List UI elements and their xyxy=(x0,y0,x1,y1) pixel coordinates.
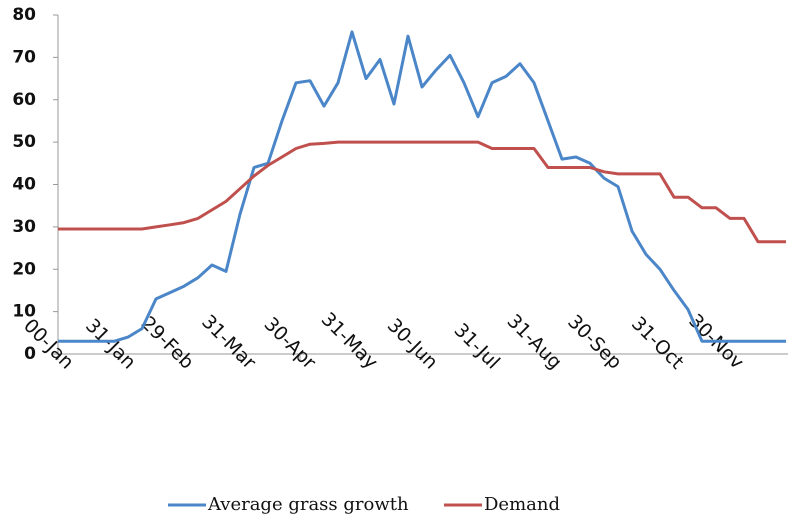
y-tick-label: 80 xyxy=(12,5,36,25)
data-line xyxy=(58,140,786,244)
y-tick-label: 40 xyxy=(12,175,36,195)
y-tick-label: 70 xyxy=(12,47,36,67)
x-tick-label: 31-Mar xyxy=(197,311,260,374)
legend-label: Average grass growth xyxy=(207,494,409,515)
y-tick-label: 20 xyxy=(12,259,36,279)
x-tick-label: 30-Jun xyxy=(383,314,442,373)
legend-label: Demand xyxy=(484,494,560,515)
y-tick-label: 50 xyxy=(12,132,36,152)
y-tick-label: 30 xyxy=(12,217,36,237)
x-tick-label: 30-Apr xyxy=(260,313,321,374)
y-tick-label: 60 xyxy=(12,90,36,110)
x-tick-label: 31-Jul xyxy=(450,319,504,373)
y-tick-label: 10 xyxy=(12,302,36,322)
y-tick-label: 0 xyxy=(24,344,36,364)
x-tick-label: 31-Aug xyxy=(503,310,566,373)
x-tick-label: 31-Jan xyxy=(81,315,140,374)
x-tick-label: 30-Sep xyxy=(563,311,626,374)
x-tick-label: 31-Oct xyxy=(627,312,688,373)
data-line xyxy=(58,30,786,343)
x-tick-label: 31-May xyxy=(317,308,382,373)
